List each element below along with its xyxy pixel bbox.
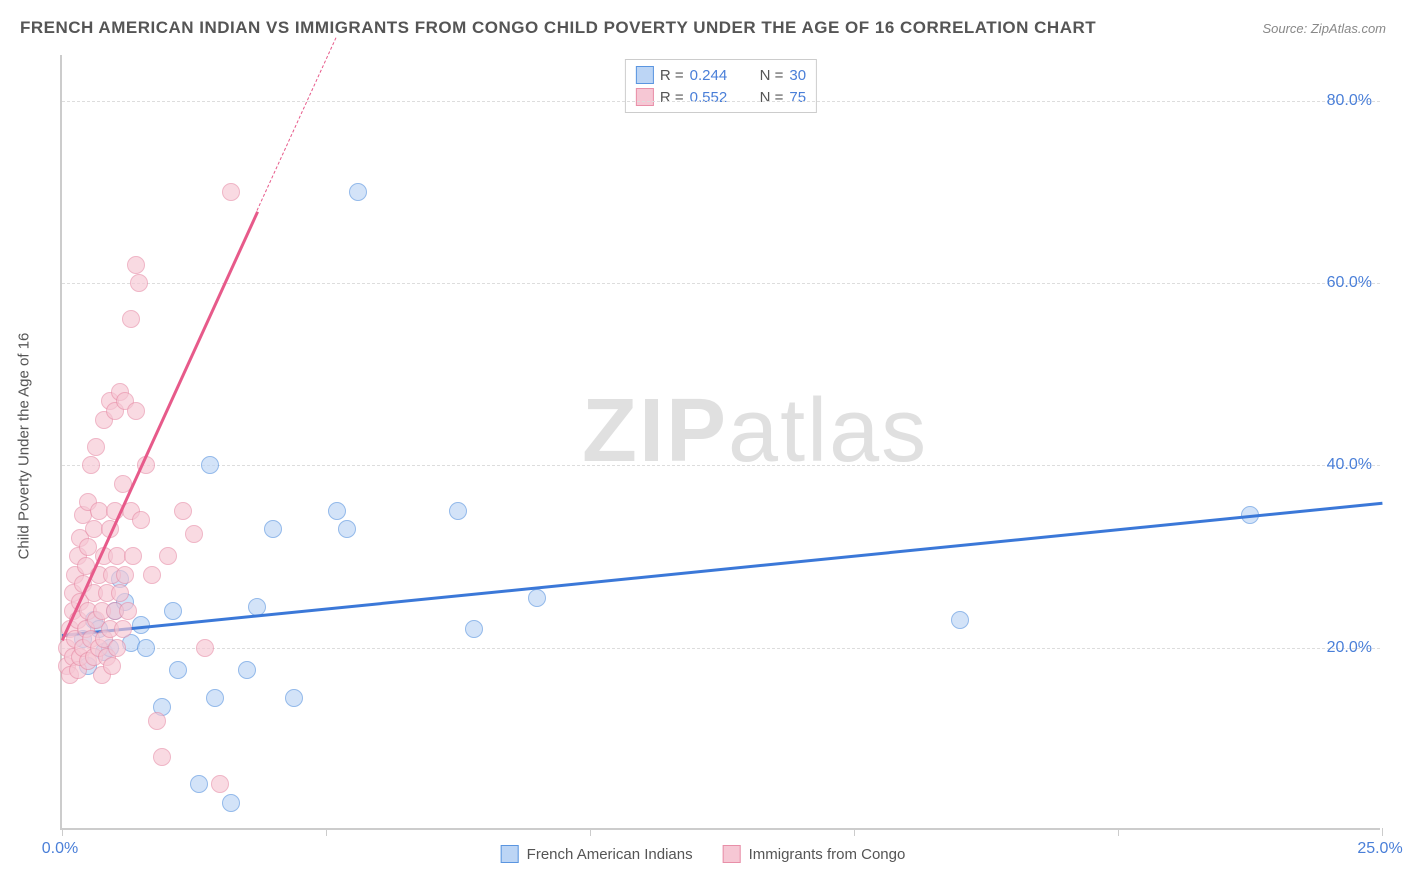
scatter-point (951, 611, 969, 629)
x-tick (62, 828, 63, 836)
scatter-point (465, 620, 483, 638)
scatter-point (211, 775, 229, 793)
watermark: ZIPatlas (582, 380, 928, 483)
y-tick-label: 60.0% (1327, 274, 1372, 292)
r-value: 0.244 (690, 67, 742, 84)
scatter-point (338, 520, 356, 538)
trend-line (257, 37, 337, 211)
scatter-point (116, 566, 134, 584)
scatter-point (222, 183, 240, 201)
series-legend: French American Indians Immigrants from C… (501, 845, 906, 863)
scatter-point (127, 256, 145, 274)
scatter-point (137, 639, 155, 657)
y-axis-title: Child Poverty Under the Age of 16 (16, 333, 33, 560)
x-tick (854, 828, 855, 836)
x-tick (1118, 828, 1119, 836)
y-tick-label: 20.0% (1327, 639, 1372, 657)
correlation-legend: R = 0.244 N = 30 R = 0.552 N = 75 (625, 59, 817, 113)
y-tick-label: 80.0% (1327, 92, 1372, 110)
y-gridline (62, 648, 1380, 649)
scatter-point (108, 639, 126, 657)
x-tick-label: 25.0% (1357, 840, 1402, 858)
legend-swatch (636, 66, 654, 84)
scatter-point (174, 502, 192, 520)
scatter-point (111, 584, 129, 602)
scatter-point (159, 547, 177, 565)
scatter-point (285, 689, 303, 707)
y-gridline (62, 465, 1380, 466)
chart-title: FRENCH AMERICAN INDIAN VS IMMIGRANTS FRO… (20, 18, 1096, 38)
scatter-point (148, 712, 166, 730)
scatter-point (127, 402, 145, 420)
scatter-point (82, 456, 100, 474)
n-label: N = (760, 89, 784, 106)
scatter-point (119, 602, 137, 620)
legend-label: Immigrants from Congo (749, 846, 906, 863)
scatter-point (103, 657, 121, 675)
scatter-point (153, 748, 171, 766)
x-tick-label: 0.0% (42, 840, 78, 858)
scatter-point (143, 566, 161, 584)
scatter-point (169, 661, 187, 679)
legend-label: French American Indians (527, 846, 693, 863)
scatter-point (222, 794, 240, 812)
legend-swatch (723, 845, 741, 863)
scatter-point (206, 689, 224, 707)
legend-swatch (636, 88, 654, 106)
r-label: R = (660, 67, 684, 84)
n-value: 30 (789, 67, 806, 84)
source-label: Source: ZipAtlas.com (1262, 21, 1386, 36)
r-label: R = (660, 89, 684, 106)
y-gridline (62, 101, 1380, 102)
legend-item: Immigrants from Congo (723, 845, 906, 863)
y-tick-label: 40.0% (1327, 456, 1372, 474)
scatter-point (528, 589, 546, 607)
scatter-point (114, 620, 132, 638)
legend-item: French American Indians (501, 845, 693, 863)
plot-area: ZIPatlas R = 0.244 N = 30 R = 0.552 N = 75 20.0… (60, 55, 1380, 830)
n-value: 75 (789, 89, 806, 106)
scatter-point (122, 310, 140, 328)
legend-row: R = 0.244 N = 30 (636, 64, 806, 86)
scatter-point (132, 511, 150, 529)
scatter-point (201, 456, 219, 474)
x-tick (326, 828, 327, 836)
legend-row: R = 0.552 N = 75 (636, 86, 806, 108)
scatter-point (185, 525, 203, 543)
x-tick (590, 828, 591, 836)
scatter-point (328, 502, 346, 520)
scatter-point (196, 639, 214, 657)
legend-swatch (501, 845, 519, 863)
n-label: N = (760, 67, 784, 84)
scatter-point (449, 502, 467, 520)
trend-line (62, 502, 1382, 637)
scatter-point (349, 183, 367, 201)
r-value: 0.552 (690, 89, 742, 106)
scatter-point (264, 520, 282, 538)
y-gridline (62, 283, 1380, 284)
scatter-point (190, 775, 208, 793)
scatter-point (124, 547, 142, 565)
x-tick (1382, 828, 1383, 836)
scatter-point (238, 661, 256, 679)
header: FRENCH AMERICAN INDIAN VS IMMIGRANTS FRO… (20, 18, 1386, 38)
scatter-point (87, 438, 105, 456)
scatter-point (164, 602, 182, 620)
scatter-point (130, 274, 148, 292)
